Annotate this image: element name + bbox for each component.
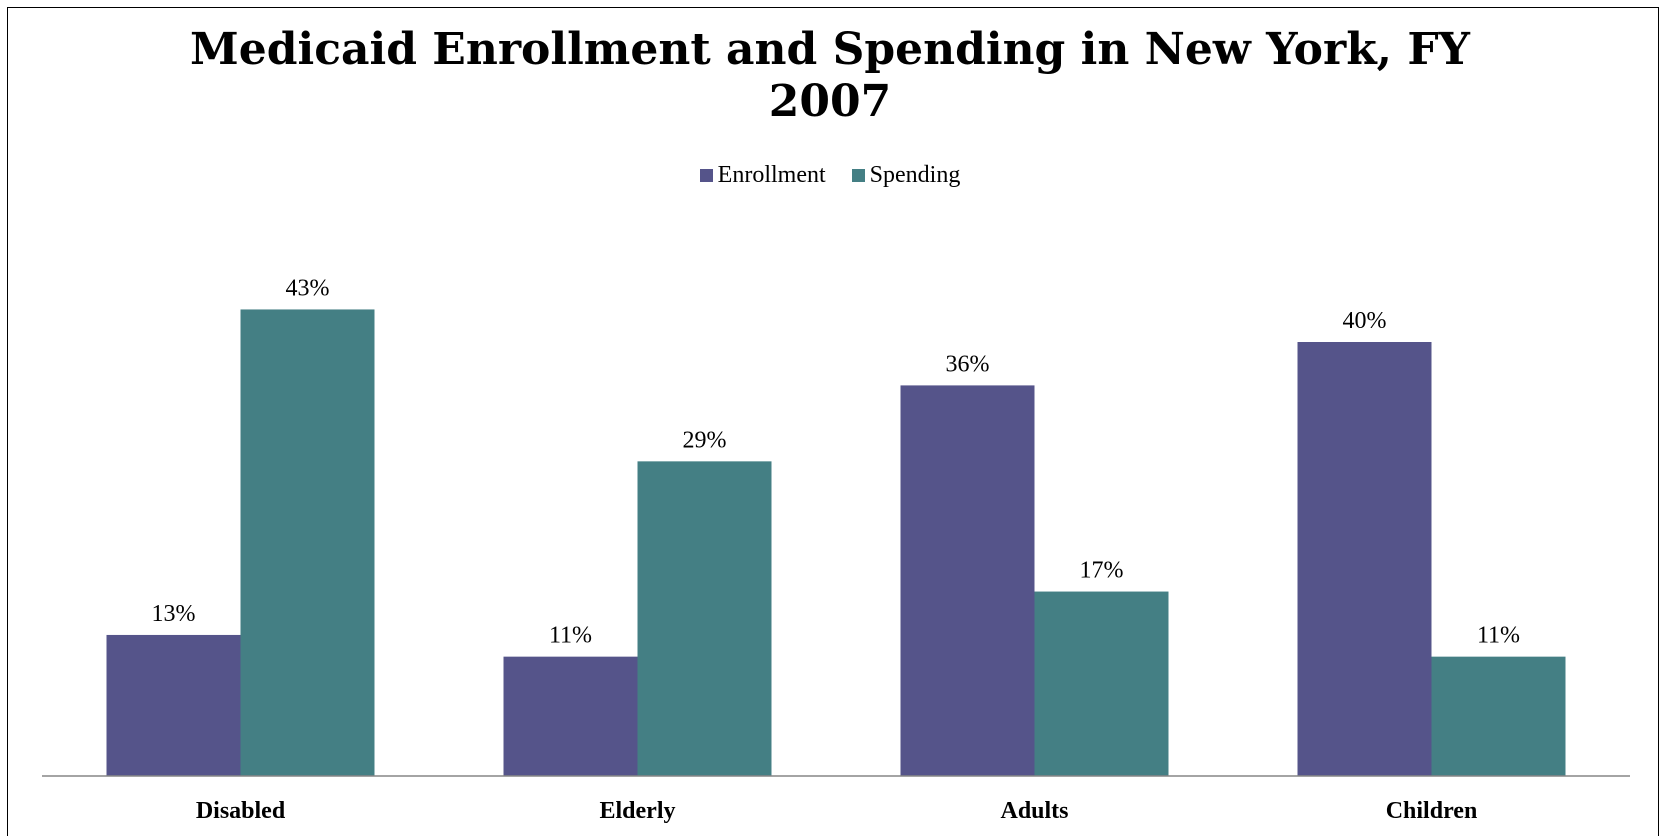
data-label-enrollment-children: 40% xyxy=(1343,308,1387,334)
bar-spending-disabled xyxy=(240,309,375,776)
chart-title-line-1: Medicaid Enrollment and Spending in New … xyxy=(190,24,1470,75)
legend-swatch-spending xyxy=(851,169,865,182)
x-tick-label-adults: Adults xyxy=(1000,798,1068,824)
x-tick-label-elderly: Elderly xyxy=(600,798,676,824)
legend-swatch-enrollment xyxy=(699,169,713,182)
bar-spending-elderly xyxy=(637,461,772,776)
data-label-spending-elderly: 29% xyxy=(683,427,727,453)
data-label-enrollment-elderly: 11% xyxy=(549,623,592,649)
data-label-enrollment-disabled: 13% xyxy=(152,601,196,627)
chart-title: Medicaid Enrollment and Spending in New … xyxy=(0,24,1660,128)
legend-item-spending: Spending xyxy=(851,162,961,189)
chart-title-line-2: 2007 xyxy=(768,76,892,127)
data-label-spending-children: 11% xyxy=(1477,623,1520,649)
bar-spending-children xyxy=(1431,656,1566,776)
data-label-spending-disabled: 43% xyxy=(286,275,330,301)
bar-enrollment-children xyxy=(1297,342,1432,776)
chart-legend: Enrollment Spending xyxy=(0,162,1660,189)
x-tick-label-children: Children xyxy=(1386,798,1478,824)
bar-spending-adults xyxy=(1034,591,1169,776)
bar-enrollment-adults xyxy=(900,385,1035,776)
data-label-spending-adults: 17% xyxy=(1080,558,1124,584)
x-tick-label-disabled: Disabled xyxy=(196,798,286,824)
legend-label-spending: Spending xyxy=(869,162,961,188)
bar-enrollment-elderly xyxy=(503,656,638,776)
data-label-enrollment-adults: 36% xyxy=(946,351,990,377)
legend-item-enrollment: Enrollment xyxy=(699,162,826,189)
bar-enrollment-disabled xyxy=(106,634,241,776)
legend-label-enrollment: Enrollment xyxy=(717,162,826,188)
